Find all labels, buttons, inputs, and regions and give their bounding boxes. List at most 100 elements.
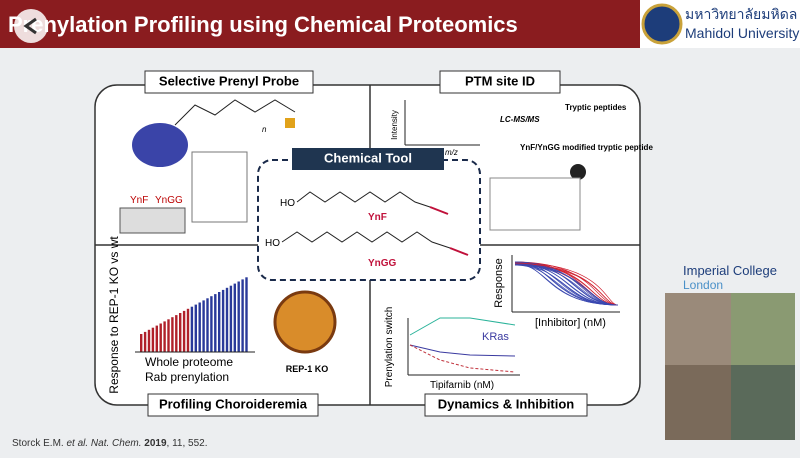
institution: London [683, 278, 723, 292]
bar [179, 313, 182, 352]
bar [233, 283, 236, 352]
bar [194, 304, 197, 352]
molecule-name: YnF [368, 212, 387, 223]
subscript: n [262, 125, 267, 134]
curve [514, 262, 619, 306]
gel-label: YnF [130, 195, 148, 206]
legend-label: Whole proteome [145, 355, 233, 369]
axis-label: Tipifarnib (nM) [430, 380, 494, 391]
ptm-panel: PTM site ID Intensity m/z LC-MS/MS Trypt… [390, 70, 653, 231]
panel-label: Dynamics & Inhibition [438, 396, 575, 411]
bar [206, 298, 209, 352]
bar [167, 319, 170, 352]
bar [214, 294, 217, 352]
panel-label: Chemical Tool [324, 150, 412, 165]
chem-label: HO [280, 198, 295, 209]
bar [140, 334, 143, 352]
gel-label: YnGG [155, 195, 183, 206]
bar [210, 296, 213, 352]
bead [570, 164, 586, 180]
axis-label: Response [493, 258, 505, 308]
bar [237, 281, 240, 352]
molecule [296, 191, 431, 208]
bar [241, 279, 244, 352]
bar [175, 315, 178, 352]
axis-label: [Inhibitor] (nM) [535, 317, 606, 329]
panel-label: Profiling Choroideremia [159, 396, 308, 411]
bar [163, 321, 166, 352]
series-label: KRas [482, 331, 509, 343]
bar [198, 302, 201, 352]
center-box [257, 159, 481, 281]
photo [665, 365, 731, 440]
axis-label: m/z [445, 148, 458, 157]
back-button[interactable] [14, 9, 48, 43]
retina-image [273, 290, 337, 354]
bar [225, 287, 229, 352]
gel [119, 207, 186, 234]
logo-emblem [641, 3, 683, 45]
bar [182, 310, 186, 352]
citation-part: et al. Nat. Chem. [66, 438, 141, 449]
curve [514, 264, 619, 306]
bar [218, 292, 221, 352]
trend-line [409, 317, 516, 336]
photo [731, 365, 795, 440]
alkyne [429, 206, 449, 215]
label-box [439, 70, 561, 94]
bar [245, 277, 248, 352]
logo-thai: มหาวิทยาลัยมหิดล [685, 6, 797, 22]
spectrum [489, 177, 581, 231]
molecule-name: YnGG [368, 258, 397, 269]
bar [186, 308, 190, 352]
axis-label: Prenylation switch [384, 307, 395, 388]
volcano-plot [191, 151, 248, 223]
probe-panel: Selective Prenyl Probe n YnF YnGG [119, 70, 314, 234]
bar [190, 306, 194, 352]
note: Tryptic peptides [565, 103, 627, 112]
slide-title: Prenylation Profiling using Chemical Pro… [8, 12, 518, 37]
bar [151, 327, 155, 352]
citation-part: 2019 [141, 438, 166, 449]
image-caption: REP-1 KO [286, 364, 329, 374]
bar [147, 329, 151, 352]
dynamics-panel: Dynamics & Inhibition Response [Inhibito… [384, 255, 620, 417]
axis-label: Intensity [390, 110, 399, 140]
axis-label: Response to REP-1 KO vs wt [107, 236, 121, 394]
curve-group [514, 261, 619, 306]
tag [285, 118, 295, 128]
citation: Storck E.M. et al. Nat. Chem. 2019, 11, … [12, 438, 207, 449]
curve [514, 261, 619, 306]
photo [665, 293, 731, 365]
panel-label: PTM site ID [465, 73, 535, 88]
bar [143, 331, 147, 352]
bar [202, 300, 205, 352]
citation-part: Storck E.M. [12, 438, 66, 449]
logo-english: Mahidol University [685, 25, 799, 41]
bar [171, 317, 174, 352]
alkyne [449, 247, 469, 256]
curve [514, 263, 619, 306]
trend-line [409, 344, 516, 357]
trend-line [409, 344, 516, 373]
chem-label: HO [265, 238, 280, 249]
back-arrow [23, 17, 37, 35]
protein [132, 123, 188, 167]
bar [159, 323, 162, 352]
bar [221, 289, 225, 352]
panel-label: Selective Prenyl Probe [159, 73, 299, 88]
tool-panel: Chemical Tool HO YnF HO YnGG [257, 148, 481, 281]
probe-chain [174, 99, 296, 126]
label-box [144, 70, 314, 94]
method-label: LC-MS/MS [500, 115, 540, 124]
bar-group [140, 277, 248, 352]
molecule [281, 231, 451, 249]
citation-part: , 11, 552. [167, 438, 208, 449]
label-box [424, 393, 588, 417]
bar [155, 325, 158, 352]
choroideremia-panel: Profiling Choroideremia Response to REP-… [107, 236, 337, 417]
institution: Imperial College [683, 263, 777, 278]
bar [229, 285, 233, 352]
legend-label: Rab prenylation [145, 370, 229, 384]
